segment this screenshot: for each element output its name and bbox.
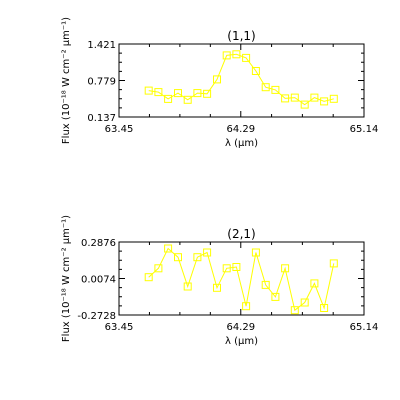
data-point [203, 248, 212, 257]
data-point [290, 93, 299, 102]
x-axis-label: λ (μm) [225, 336, 258, 347]
y-tick-label: 1.421 [87, 40, 116, 51]
y-tick-label: 0.2876 [81, 238, 116, 249]
data-point [203, 89, 212, 98]
data-point [213, 75, 221, 84]
chart-title: (1,1) [227, 29, 255, 43]
y-axis-label: Flux (10⁻¹⁸ W cm⁻² μm⁻¹) [61, 17, 72, 144]
data-point [329, 259, 338, 268]
data-point [261, 280, 270, 289]
data-point [310, 279, 319, 288]
data-point [174, 253, 182, 262]
data-point [164, 94, 173, 103]
data-point [310, 93, 319, 102]
data-point [183, 282, 192, 291]
data-point [290, 306, 299, 315]
y-tick-label: 0.137 [87, 113, 116, 124]
data-point [242, 302, 251, 311]
chart-title: (2,1) [227, 227, 255, 241]
data-point [261, 83, 270, 92]
data-point [232, 50, 241, 59]
data-point [213, 283, 221, 292]
data-point [193, 89, 202, 98]
x-tick-label: 65.14 [350, 124, 379, 135]
series-line [148, 247, 335, 312]
x-tick-label: 63.45 [105, 322, 134, 333]
data-point [193, 253, 202, 262]
data-point [300, 298, 309, 307]
x-tick-label: 65.14 [350, 322, 379, 333]
data-point [320, 304, 329, 312]
data-point [271, 85, 280, 94]
data-point [281, 264, 290, 273]
data-point [281, 94, 290, 103]
data-point [144, 273, 153, 282]
x-tick-label: 64.29 [226, 124, 255, 135]
data-point [222, 264, 231, 273]
data-point [164, 244, 173, 253]
y-tick-label: 0.0074 [81, 275, 116, 286]
data-point [300, 100, 309, 109]
data-point [144, 86, 153, 95]
data-point [232, 263, 241, 271]
data-point [251, 67, 260, 75]
data-point [271, 292, 280, 301]
chart-panel-2: (2,1) 63.45 64.29 65.14 -0.2728 0.0074 0.2876 λ… [61, 215, 378, 347]
x-axis-label: λ (μm) [225, 138, 258, 149]
y-tick-label: -0.2728 [77, 311, 116, 322]
data-point [222, 51, 231, 60]
data-point [242, 53, 251, 62]
y-tick-label: 0.779 [87, 77, 116, 88]
x-tick-label: 63.45 [105, 124, 134, 135]
data-point [174, 89, 182, 98]
data-point [183, 95, 192, 104]
data-point [154, 264, 163, 273]
series-line [148, 53, 334, 106]
plot-frame [118, 43, 365, 118]
x-tick-label: 64.29 [226, 322, 255, 333]
chart-panel-1: (1,1) 63.45 64.29 65.14 0.137 0.779 1.421 λ (μm… [61, 17, 378, 149]
data-point [329, 94, 338, 103]
data-point [154, 88, 163, 97]
data-point [251, 248, 260, 257]
y-axis-label: Flux (10⁻¹⁸ W cm⁻² μm⁻¹) [61, 215, 72, 342]
data-point [320, 97, 329, 106]
